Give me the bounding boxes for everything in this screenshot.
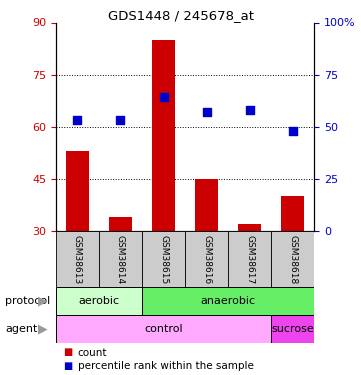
Text: GSM38616: GSM38616 (202, 235, 211, 284)
Bar (228, 231, 271, 287)
Text: GSM38618: GSM38618 (288, 235, 297, 284)
Bar (281, 196, 304, 231)
Bar (66, 151, 89, 231)
Text: GSM38617: GSM38617 (245, 235, 254, 284)
Text: agent: agent (5, 324, 38, 334)
Bar (56, 231, 99, 287)
Text: ■: ■ (63, 361, 73, 370)
Bar (142, 231, 185, 287)
Point (204, 109, 209, 115)
Point (118, 117, 123, 123)
Text: ▶: ▶ (38, 323, 47, 336)
Point (161, 94, 166, 100)
Text: GSM38614: GSM38614 (116, 235, 125, 284)
Bar (185, 231, 228, 287)
Bar (271, 231, 314, 287)
Bar (56, 315, 271, 343)
Point (290, 128, 295, 134)
Text: GDS1448 / 245678_at: GDS1448 / 245678_at (108, 9, 253, 22)
Bar (109, 217, 132, 231)
Text: anaerobic: anaerobic (200, 296, 256, 306)
Bar (238, 224, 261, 231)
Point (247, 107, 252, 113)
Bar (152, 40, 175, 231)
Text: aerobic: aerobic (78, 296, 119, 306)
Point (75, 117, 81, 123)
Text: ■: ■ (63, 348, 73, 357)
Bar (271, 315, 314, 343)
Text: count: count (78, 348, 107, 357)
Text: ▶: ▶ (38, 295, 47, 307)
Bar (195, 178, 218, 231)
Text: protocol: protocol (5, 296, 51, 306)
Bar (99, 231, 142, 287)
Text: GSM38615: GSM38615 (159, 235, 168, 284)
Text: sucrose: sucrose (271, 324, 314, 334)
Text: control: control (144, 324, 183, 334)
Bar (142, 287, 314, 315)
Text: GSM38613: GSM38613 (73, 235, 82, 284)
Text: percentile rank within the sample: percentile rank within the sample (78, 361, 253, 370)
Bar (56, 287, 142, 315)
